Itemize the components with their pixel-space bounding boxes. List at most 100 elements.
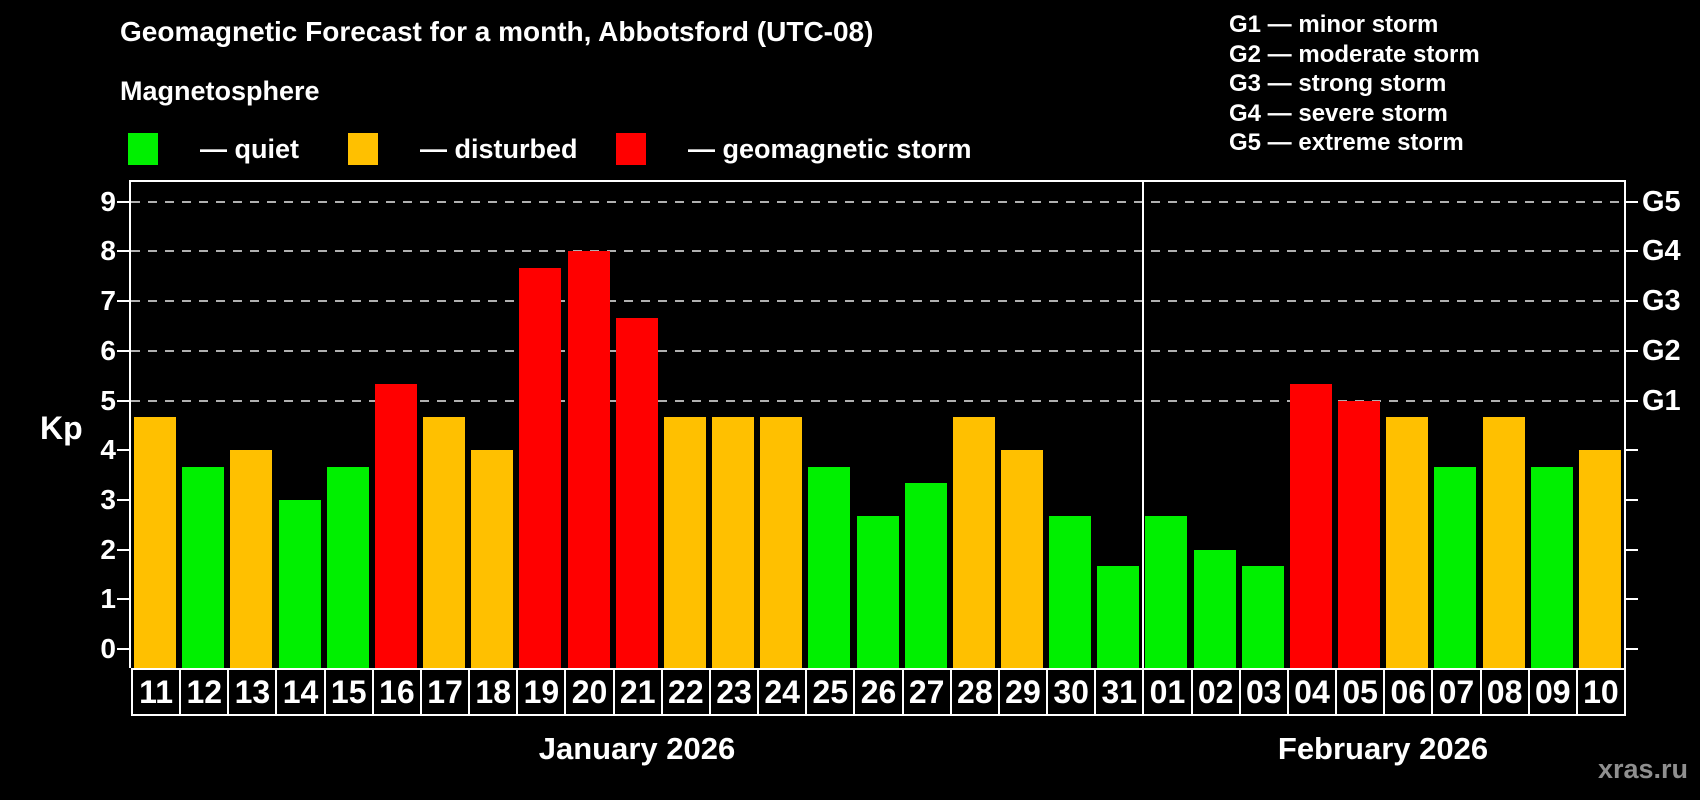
left-axis-tick-9 (117, 200, 129, 203)
y-axis-label: Kp (40, 410, 83, 446)
kp-bar-day-06 (1386, 416, 1429, 668)
day-label-28: 28 (949, 668, 1000, 716)
kp-bar-day-24 (760, 416, 803, 668)
legend-label: — disturbed (420, 133, 578, 164)
y-tick-label-5: 5 (100, 384, 116, 416)
storm-scale-line: G1 — minor storm (1229, 11, 1439, 38)
day-label-12: 12 (179, 668, 230, 716)
day-label-24: 24 (757, 668, 808, 716)
kp-bar-day-26 (856, 516, 899, 668)
kp-bar-day-25 (808, 466, 851, 668)
kp-bar-day-22 (663, 416, 706, 668)
legend-item-disturbed: — disturbed (348, 133, 578, 165)
day-label-22: 22 (660, 668, 711, 716)
day-label-10: 10 (1575, 668, 1626, 716)
kp-bar-day-11 (134, 416, 177, 668)
kp-bar-day-13 (230, 450, 273, 668)
day-label-14: 14 (275, 668, 326, 716)
kp-bar-day-27 (904, 483, 947, 668)
kp-bar-day-16 (374, 384, 417, 668)
gridline-kp6 (131, 349, 1624, 352)
quiet-color-swatch (128, 133, 158, 165)
right-axis-tick-5 (1626, 399, 1638, 402)
kp-bar-day-12 (182, 466, 225, 668)
day-label-02: 02 (1190, 668, 1241, 716)
kp-bar-day-05 (1338, 400, 1381, 668)
day-label-16: 16 (371, 668, 422, 716)
left-axis-tick-0 (117, 648, 129, 650)
kp-bar-day-23 (712, 416, 755, 668)
storm-color-swatch (616, 133, 646, 165)
right-axis-tick-7 (1626, 300, 1638, 303)
day-label-06: 06 (1383, 668, 1434, 716)
storm-scale-legend: G1 — minor storm G2 — moderate storm G3 — … (1229, 10, 1480, 158)
right-axis-label-G5: G5 (1642, 185, 1681, 218)
kp-bar-day-08 (1482, 416, 1525, 668)
left-axis-tick-2 (117, 548, 129, 551)
legend-label: — geomagnetic storm (688, 133, 972, 164)
day-label-13: 13 (227, 668, 278, 716)
day-label-31: 31 (1094, 668, 1145, 716)
day-label-17: 17 (419, 668, 471, 716)
right-axis-tick-8 (1626, 250, 1638, 253)
storm-scale-line: G5 — extreme storm (1229, 129, 1464, 157)
right-axis-label-G4: G4 (1642, 235, 1681, 268)
plot-frame-right (1624, 180, 1626, 668)
left-axis-tick-1 (117, 598, 129, 601)
day-label-01: 01 (1142, 668, 1193, 716)
day-label-25: 25 (805, 668, 856, 716)
day-label-03: 03 (1238, 668, 1289, 716)
left-axis-tick-4 (117, 449, 129, 452)
y-tick-label-7: 7 (100, 285, 116, 317)
day-label-19: 19 (516, 668, 567, 716)
y-tick-label-6: 6 (100, 334, 116, 366)
kp-bar-day-09 (1530, 466, 1573, 668)
month-label-february: February 2026 (1277, 731, 1489, 766)
kp-bar-day-01 (1145, 516, 1188, 668)
day-label-29: 29 (997, 668, 1049, 716)
gridline-kp7 (131, 300, 1624, 303)
right-axis-tick-6 (1626, 349, 1638, 352)
kp-bar-day-19 (519, 267, 562, 668)
day-label-05: 05 (1335, 668, 1386, 716)
day-label-07: 07 (1431, 668, 1482, 716)
chart-subtitle: Magnetosphere (120, 76, 320, 106)
right-axis-label-G1: G1 (1642, 384, 1681, 417)
kp-bar-day-02 (1193, 549, 1236, 668)
gridline-kp9 (131, 200, 1624, 203)
left-axis-tick-5 (117, 399, 129, 402)
watermark: xras.ru (1597, 754, 1688, 784)
storm-scale-line: G4 — severe storm (1229, 99, 1448, 127)
right-axis-tick-0 (1626, 648, 1638, 650)
right-axis-tick-1 (1626, 598, 1638, 601)
storm-scale-line: G3 — strong storm (1229, 70, 1447, 98)
kp-bar-day-10 (1578, 450, 1621, 668)
day-label-26: 26 (853, 668, 904, 716)
disturbed-color-swatch (348, 133, 378, 165)
y-tick-label-3: 3 (100, 483, 116, 515)
y-tick-label-2: 2 (100, 533, 116, 565)
chart-title: Geomagnetic Forecast for a month, Abbots… (120, 16, 874, 47)
day-label-27: 27 (901, 668, 952, 716)
legend-label: — quiet (200, 133, 299, 164)
plot-frame-left (129, 180, 131, 668)
right-axis-label-G2: G2 (1642, 334, 1681, 367)
kp-bar-day-04 (1289, 384, 1332, 668)
day-label-04: 04 (1286, 668, 1338, 716)
right-axis-tick-3 (1626, 498, 1638, 501)
day-label-23: 23 (708, 668, 760, 716)
day-label-21: 21 (612, 668, 663, 716)
kp-bar-day-14 (278, 499, 321, 668)
right-axis-label-G3: G3 (1642, 285, 1681, 318)
day-label-18: 18 (468, 668, 519, 716)
month-separator (1142, 182, 1144, 668)
month-label-january: January 2026 (538, 731, 736, 766)
kp-bar-day-18 (471, 450, 514, 668)
kp-bar-day-29 (1000, 450, 1043, 668)
left-axis-tick-7 (117, 300, 129, 303)
kp-bar-day-15 (326, 466, 369, 668)
kp-bar-day-07 (1434, 466, 1477, 668)
storm-scale-line: G2 — moderate storm (1229, 40, 1480, 68)
kp-bar-day-31 (1097, 566, 1140, 668)
